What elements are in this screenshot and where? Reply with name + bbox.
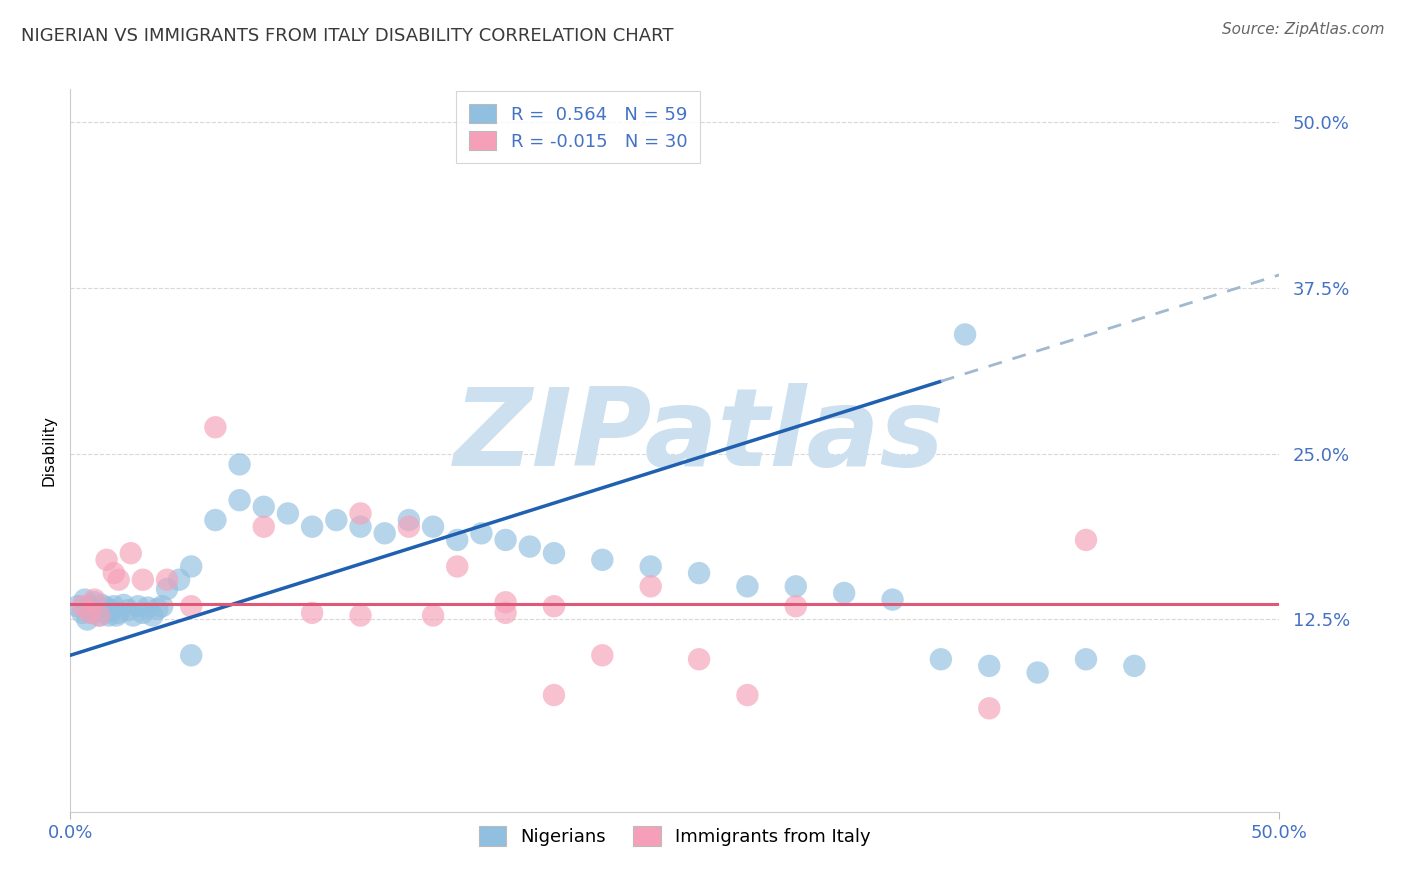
Point (141, 608, 163, 623)
Point (107, 573, 129, 587)
Point (89, 608, 111, 623)
Text: NIGERIAN VS IMMIGRANTS FROM ITALY DISABILITY CORRELATION CHART: NIGERIAN VS IMMIGRANTS FROM ITALY DISABI… (21, 27, 673, 45)
Point (117, 603, 139, 617)
Text: ZIPatlas: ZIPatlas (454, 383, 945, 489)
Point (929, 652, 952, 666)
Point (204, 420, 226, 434)
Point (543, 688, 565, 702)
Point (228, 493, 250, 508)
Point (446, 533, 468, 547)
Point (640, 579, 662, 593)
Point (1074, 533, 1097, 547)
Point (446, 559, 468, 574)
Point (519, 540, 541, 554)
Point (398, 519, 420, 533)
Point (422, 608, 444, 623)
Point (90, 598, 112, 612)
Point (495, 533, 517, 547)
Point (349, 507, 371, 521)
Point (112, 598, 135, 612)
Point (349, 519, 371, 533)
Point (688, 652, 710, 666)
Point (349, 608, 371, 623)
Point (98, 608, 121, 623)
Point (80, 606, 103, 620)
Point (146, 602, 169, 616)
Point (96, 600, 118, 615)
Point (76, 612, 98, 626)
Point (543, 599, 565, 614)
Point (79, 606, 101, 620)
Point (89, 608, 111, 623)
Point (1123, 659, 1146, 673)
Point (105, 608, 128, 623)
Point (953, 327, 976, 342)
Point (1026, 665, 1049, 680)
Point (180, 599, 202, 614)
Point (156, 573, 179, 587)
Point (132, 606, 155, 620)
Point (832, 586, 855, 600)
Point (253, 519, 276, 533)
Text: Source: ZipAtlas.com: Source: ZipAtlas.com (1222, 22, 1385, 37)
Point (72, 599, 94, 614)
Point (86, 603, 108, 617)
Point (120, 546, 142, 560)
Point (688, 566, 710, 580)
Point (785, 599, 807, 614)
Point (640, 559, 662, 574)
Point (785, 579, 807, 593)
Point (277, 507, 299, 521)
Point (737, 579, 759, 593)
Point (1074, 652, 1097, 666)
Point (495, 606, 517, 620)
Y-axis label: Disability: Disability (41, 415, 56, 486)
Point (301, 519, 323, 533)
Legend: Nigerians, Immigrants from Italy: Nigerians, Immigrants from Italy (472, 819, 877, 854)
Point (150, 599, 173, 614)
Point (103, 599, 125, 614)
Point (103, 566, 125, 580)
Point (156, 582, 179, 596)
Point (228, 458, 250, 472)
Point (122, 608, 145, 623)
Point (127, 599, 149, 614)
Point (422, 519, 444, 533)
Point (72, 606, 94, 620)
Point (107, 606, 129, 620)
Point (79, 599, 101, 614)
Point (167, 573, 190, 587)
Point (83, 595, 105, 609)
Point (495, 595, 517, 609)
Point (96, 553, 118, 567)
Point (325, 513, 347, 527)
Point (93, 606, 115, 620)
Point (66, 599, 89, 614)
Point (979, 701, 1001, 715)
Point (83, 592, 105, 607)
Point (132, 573, 155, 587)
Point (180, 559, 202, 574)
Point (73, 592, 96, 607)
Point (737, 688, 759, 702)
Point (543, 546, 565, 560)
Point (100, 603, 122, 617)
Point (398, 513, 420, 527)
Point (591, 648, 613, 663)
Point (979, 659, 1001, 673)
Point (591, 553, 613, 567)
Point (470, 526, 492, 541)
Point (180, 648, 202, 663)
Point (374, 526, 396, 541)
Point (204, 513, 226, 527)
Point (301, 606, 323, 620)
Point (882, 592, 904, 607)
Point (253, 500, 276, 514)
Point (136, 600, 159, 615)
